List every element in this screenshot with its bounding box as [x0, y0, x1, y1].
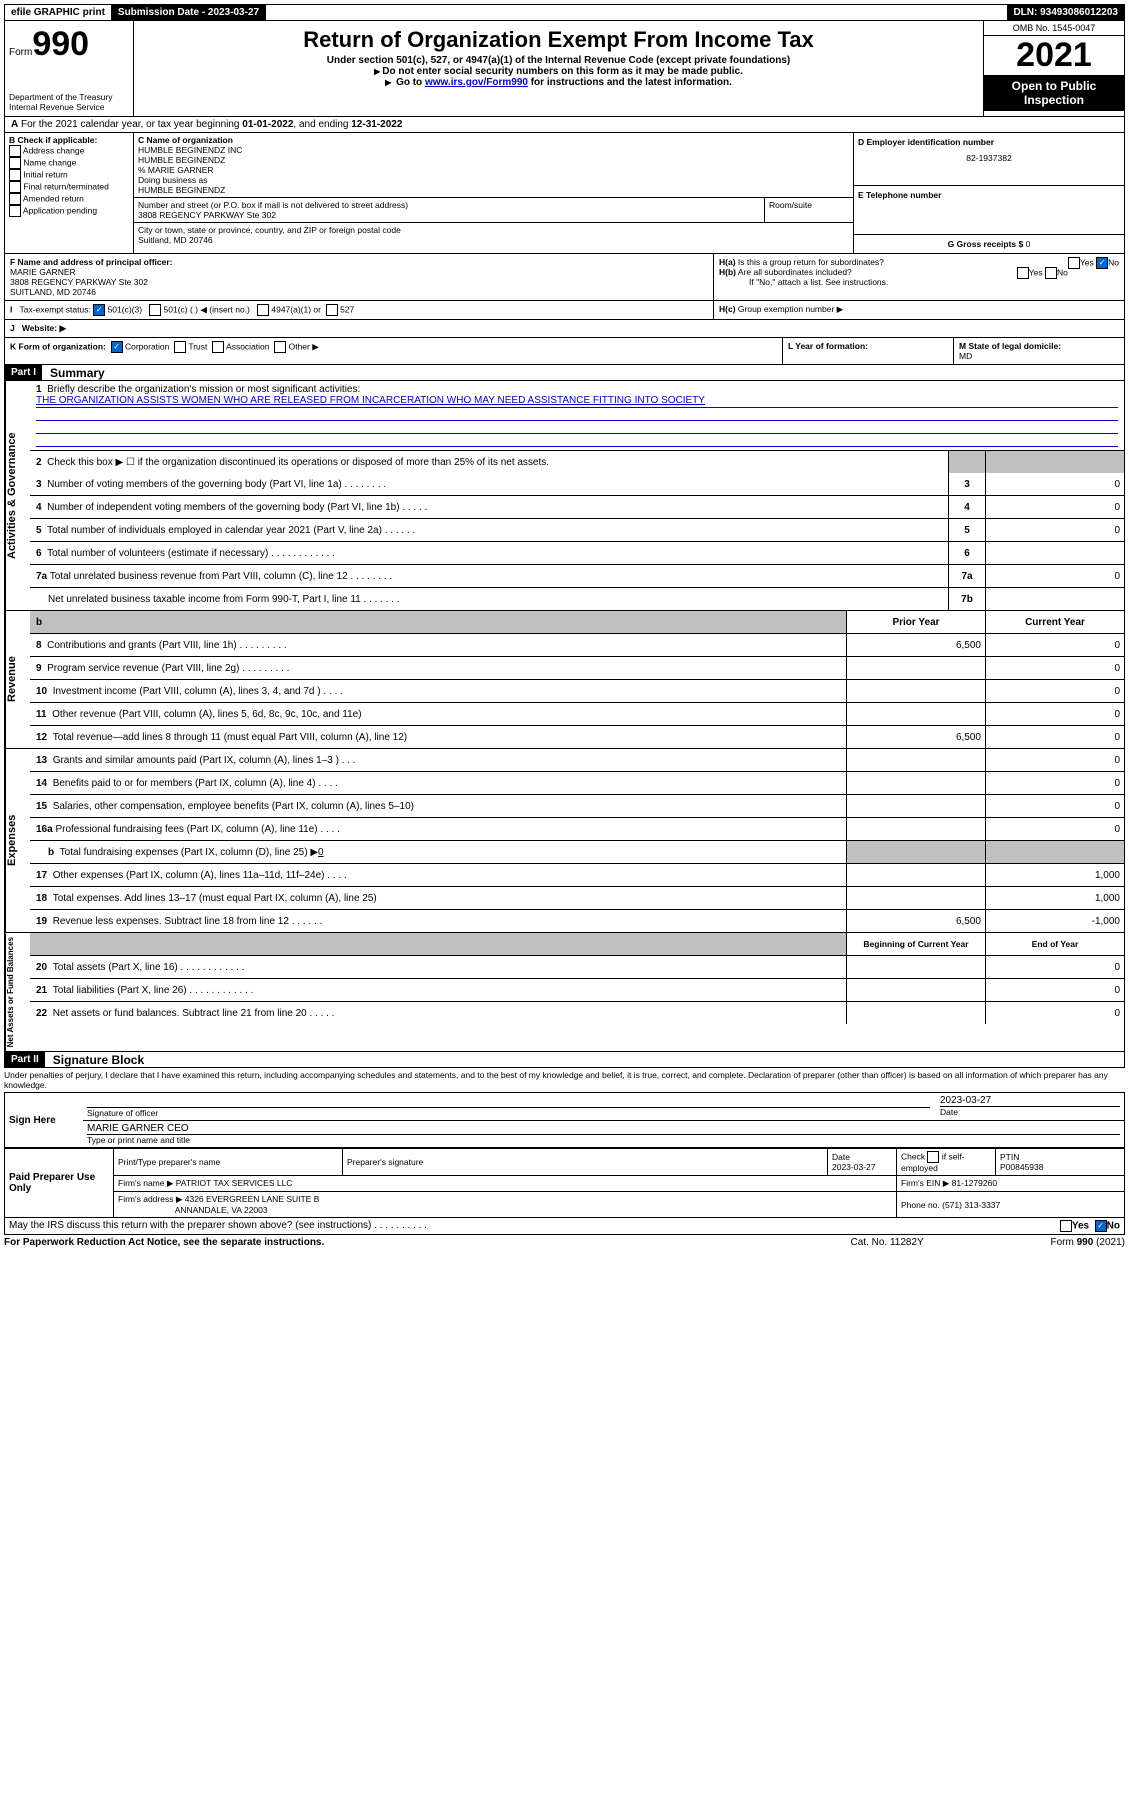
efile-label[interactable]: efile GRAPHIC print: [5, 5, 112, 20]
i-501c[interactable]: [149, 304, 161, 316]
check-name[interactable]: [9, 157, 21, 169]
preparer-table: Paid Preparer Use Only Print/Type prepar…: [4, 1148, 1125, 1218]
mission-q: Briefly describe the organization's miss…: [47, 384, 360, 395]
d-label: D Employer identification number: [858, 137, 1120, 147]
part1-title: Summary: [50, 366, 105, 380]
form-footer: Form 990 (2021): [1051, 1237, 1125, 1248]
subtitle-1: Under section 501(c), 527, or 4947(a)(1)…: [138, 55, 979, 66]
vlabel-activities: Activities & Governance: [5, 381, 30, 610]
paid-preparer: Paid Preparer Use Only: [5, 1149, 114, 1218]
part2-title: Signature Block: [53, 1053, 144, 1067]
i-4947[interactable]: [257, 304, 269, 316]
irs-link[interactable]: www.irs.gov/Form990: [425, 77, 528, 88]
submission-date: Submission Date - 2023-03-27: [112, 5, 266, 20]
prep-self[interactable]: [927, 1151, 939, 1163]
f-label: F Name and address of principal officer:: [10, 257, 708, 267]
vlabel-netassets: Net Assets or Fund Balances: [5, 933, 30, 1051]
check-address[interactable]: [9, 145, 21, 157]
hb-no[interactable]: [1045, 267, 1057, 279]
hb-yes[interactable]: [1017, 267, 1029, 279]
open-public: Open to Public Inspection: [984, 75, 1124, 111]
f-addr2: SUITLAND, MD 20746: [10, 287, 708, 297]
subtitle-3: Go to www.irs.gov/Form990 for instructio…: [138, 77, 979, 88]
check-amended[interactable]: [9, 193, 21, 205]
form-word: Form: [9, 47, 32, 58]
addr-label: Number and street (or P.O. box if mail i…: [138, 200, 760, 210]
perjury: Under penalties of perjury, I declare th…: [4, 1068, 1125, 1092]
i-527[interactable]: [326, 304, 338, 316]
dba-label: Doing business as: [138, 175, 849, 185]
tax-year: 2021: [984, 36, 1124, 75]
part2-label: Part II: [5, 1052, 45, 1067]
form-header: Form990 Department of the Treasury Inter…: [4, 21, 1125, 117]
k-assoc[interactable]: [212, 341, 224, 353]
line-a: A For the 2021 calendar year, or tax yea…: [4, 117, 1125, 133]
f-name: MARIE GARNER: [10, 267, 708, 277]
city: Suitland, MD 20746: [138, 235, 849, 245]
g-label: G Gross receipts $: [948, 239, 1026, 249]
form-number: 990: [32, 25, 89, 63]
part1-label: Part I: [5, 365, 42, 380]
check-initial[interactable]: [9, 169, 21, 181]
irs-label: Internal Revenue Service: [9, 102, 129, 112]
k-trust[interactable]: [174, 341, 186, 353]
entity-block: B Check if applicable: Address change Na…: [4, 133, 1125, 254]
check-final[interactable]: [9, 181, 21, 193]
k-other[interactable]: [274, 341, 286, 353]
f-h-block: F Name and address of principal officer:…: [4, 254, 1125, 301]
omb-number: OMB No. 1545-0047: [984, 21, 1124, 36]
sign-here: Sign Here: [5, 1093, 84, 1148]
e-label: E Telephone number: [858, 190, 1120, 200]
g-val: 0: [1026, 239, 1031, 249]
dba: HUMBLE BEGINENDZ: [138, 185, 849, 195]
city-label: City or town, state or province, country…: [138, 225, 849, 235]
website-label: Website: ▶: [22, 323, 66, 333]
mission-text: THE ORGANIZATION ASSISTS WOMEN WHO ARE R…: [36, 395, 1118, 408]
form-title: Return of Organization Exempt From Incom…: [138, 27, 979, 53]
page-footer: For Paperwork Reduction Act Notice, see …: [4, 1235, 1125, 1250]
org-name2: HUMBLE BEGINENDZ: [138, 155, 849, 165]
check-pending[interactable]: [9, 205, 21, 217]
vlabel-revenue: Revenue: [5, 611, 30, 748]
dln: DLN: 93493086012203: [1007, 5, 1124, 20]
dept-treasury: Department of the Treasury: [9, 92, 129, 102]
b-heading: B Check if applicable:: [9, 135, 129, 145]
discuss-no[interactable]: [1095, 1220, 1107, 1232]
c-label: C Name of organization: [138, 135, 849, 145]
top-bar: efile GRAPHIC print Submission Date - 20…: [4, 4, 1125, 21]
addr: 3808 REGENCY PARKWAY Ste 302: [138, 210, 760, 220]
sign-here-table: Sign Here Signature of officer 2023-03-2…: [4, 1092, 1125, 1148]
k-corp[interactable]: [111, 341, 123, 353]
room-label: Room/suite: [764, 198, 853, 222]
vlabel-expenses: Expenses: [5, 749, 30, 932]
i-501c3[interactable]: [93, 304, 105, 316]
f-addr1: 3808 REGENCY PARKWAY Ste 302: [10, 277, 708, 287]
ha-no[interactable]: [1096, 257, 1108, 269]
discuss-row: May the IRS discuss this return with the…: [4, 1218, 1125, 1235]
signer-name: MARIE GARNER CEO: [87, 1123, 1120, 1134]
discuss-yes[interactable]: [1060, 1220, 1072, 1232]
ha-yes[interactable]: [1068, 257, 1080, 269]
org-name1: HUMBLE BEGINENDZ INC: [138, 145, 849, 155]
subtitle-2: Do not enter social security numbers on …: [138, 66, 979, 77]
org-care: % MARIE GARNER: [138, 165, 849, 175]
ein: 82-1937382: [858, 153, 1120, 163]
